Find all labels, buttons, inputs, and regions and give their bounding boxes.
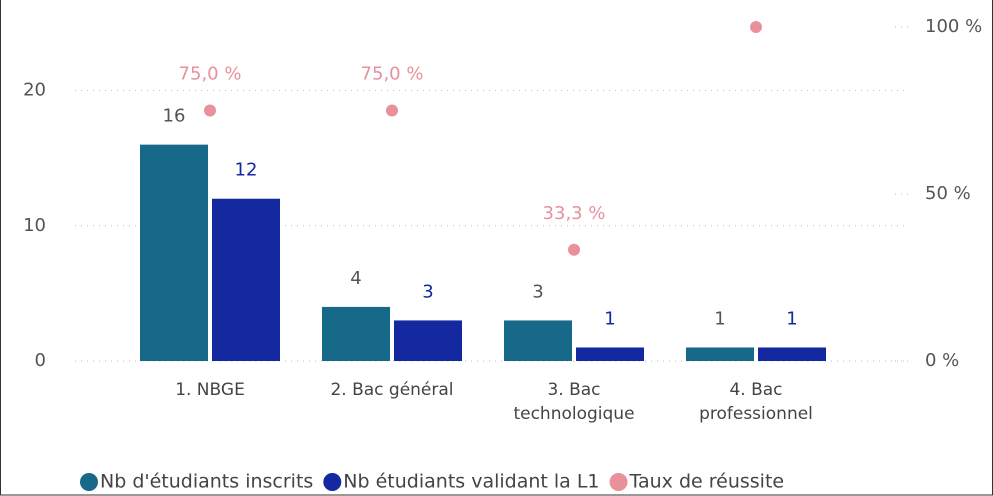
y-tick-label: 0 bbox=[35, 350, 46, 371]
data-label: 1 bbox=[714, 308, 725, 329]
data-label: 4 bbox=[350, 268, 361, 289]
data-label: 3 bbox=[532, 281, 543, 302]
data-label: 3 bbox=[422, 281, 433, 302]
bar bbox=[140, 144, 208, 361]
bar bbox=[576, 347, 644, 361]
y-tick-label: 20 bbox=[23, 80, 46, 101]
data-label: 12 bbox=[235, 160, 258, 181]
y-tick-label: 10 bbox=[23, 215, 46, 236]
marker bbox=[204, 104, 216, 117]
y2-tick-label: 0 % bbox=[925, 350, 959, 371]
bar bbox=[394, 320, 462, 361]
bar bbox=[322, 306, 390, 361]
legend-label: Nb étudiants validant la L1 bbox=[343, 471, 599, 493]
bar bbox=[212, 198, 280, 361]
legend-label: Nb d'étudiants inscrits bbox=[100, 471, 313, 493]
marker bbox=[386, 104, 398, 117]
legend-marker bbox=[80, 473, 98, 491]
x-tick-label: 3. Bac technologique bbox=[513, 380, 635, 424]
legend-label: Taux de réussite bbox=[629, 471, 785, 493]
x-tick-label: 1. NBGE bbox=[175, 380, 245, 400]
marker bbox=[568, 243, 580, 256]
bar bbox=[504, 320, 572, 361]
y2-tick-label: 100 % bbox=[925, 16, 982, 37]
data-label: 1 bbox=[604, 308, 615, 329]
bar bbox=[758, 347, 826, 361]
x-tick-label: 2. Bac général bbox=[330, 380, 454, 400]
y2-tick-label: 50 % bbox=[925, 183, 971, 204]
data-label: 75,0 % bbox=[179, 64, 242, 85]
x-tick-label: 4. Bac professionnel bbox=[699, 380, 813, 424]
bar bbox=[686, 347, 754, 361]
data-label: 100,0 % bbox=[719, 0, 793, 1]
data-label: 75,0 % bbox=[361, 64, 424, 85]
legend-marker bbox=[609, 473, 628, 491]
legend-marker bbox=[323, 473, 342, 491]
marker bbox=[750, 21, 762, 33]
data-label: 33,3 % bbox=[543, 203, 606, 224]
data-label: 16 bbox=[163, 106, 186, 127]
data-label: 1 bbox=[786, 308, 797, 329]
